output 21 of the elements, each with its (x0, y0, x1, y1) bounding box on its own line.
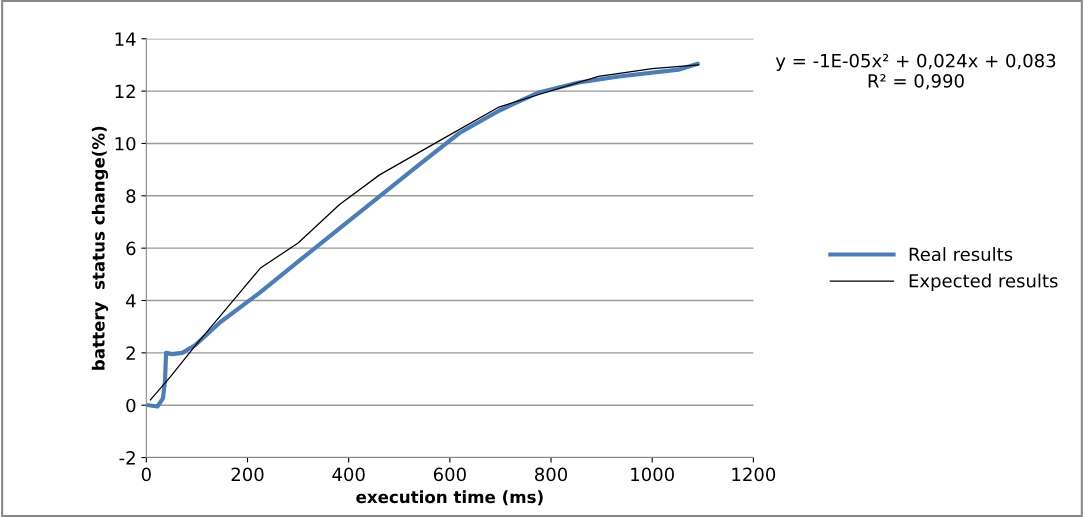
y-tick-label: -2 (119, 451, 135, 465)
y-tick-label: 0 (126, 398, 136, 413)
y-tick-label: 12 (115, 84, 135, 98)
y-tick-label: 2 (126, 346, 135, 360)
y-axis-title: battery status change(%) (91, 126, 109, 370)
legend-label: Expected results (909, 273, 1058, 292)
y-tick-label: 6 (126, 241, 136, 256)
text: y = -1E-05x² + 0,024x + 0,083 R² = 0,990 (775, 53, 1056, 90)
y-tick-label: 14 (115, 32, 136, 46)
y-tick-label: 4 (126, 294, 136, 308)
legend-label: Real results (909, 247, 1013, 262)
x-tick-label: 1000 (631, 467, 674, 482)
x-tick-label: 200 (231, 467, 264, 482)
x-tick-label: 800 (535, 467, 568, 482)
x-tick-label: 1200 (732, 467, 776, 482)
x-axis-title: execution time (ms) (356, 490, 543, 506)
y-tick-label: 10 (115, 136, 136, 151)
x-tick-label: 0 (141, 467, 151, 482)
x-tick-label: 600 (433, 467, 466, 482)
y-tick-label: 8 (126, 189, 136, 203)
x-tick-label: 400 (332, 467, 365, 482)
